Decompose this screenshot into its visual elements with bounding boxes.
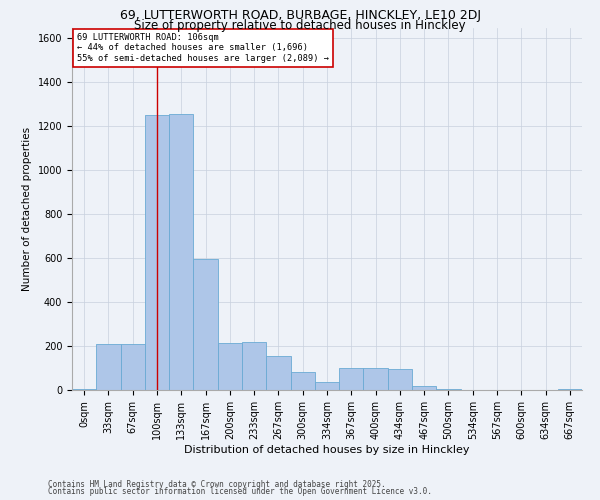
Bar [558, 389, 582, 390]
Bar [412, 386, 436, 390]
Y-axis label: Number of detached properties: Number of detached properties [22, 126, 32, 291]
Bar [96, 344, 121, 390]
Bar [388, 369, 412, 390]
Bar [145, 116, 169, 390]
Bar [436, 389, 461, 390]
Text: 69 LUTTERWORTH ROAD: 106sqm
← 44% of detached houses are smaller (1,696)
55% of : 69 LUTTERWORTH ROAD: 106sqm ← 44% of det… [77, 33, 329, 62]
Bar [290, 372, 315, 390]
Text: Contains public sector information licensed under the Open Government Licence v3: Contains public sector information licen… [48, 488, 432, 496]
Text: Contains HM Land Registry data © Crown copyright and database right 2025.: Contains HM Land Registry data © Crown c… [48, 480, 386, 489]
Bar [72, 389, 96, 390]
Bar [121, 344, 145, 390]
Bar [364, 368, 388, 390]
Bar [193, 260, 218, 390]
X-axis label: Distribution of detached houses by size in Hinckley: Distribution of detached houses by size … [184, 444, 470, 454]
Bar [339, 368, 364, 390]
Text: Size of property relative to detached houses in Hinckley: Size of property relative to detached ho… [134, 18, 466, 32]
Bar [266, 356, 290, 390]
Bar [218, 343, 242, 390]
Bar [242, 342, 266, 390]
Bar [315, 382, 339, 390]
Text: 69, LUTTERWORTH ROAD, BURBAGE, HINCKLEY, LE10 2DJ: 69, LUTTERWORTH ROAD, BURBAGE, HINCKLEY,… [119, 9, 481, 22]
Bar [169, 114, 193, 390]
